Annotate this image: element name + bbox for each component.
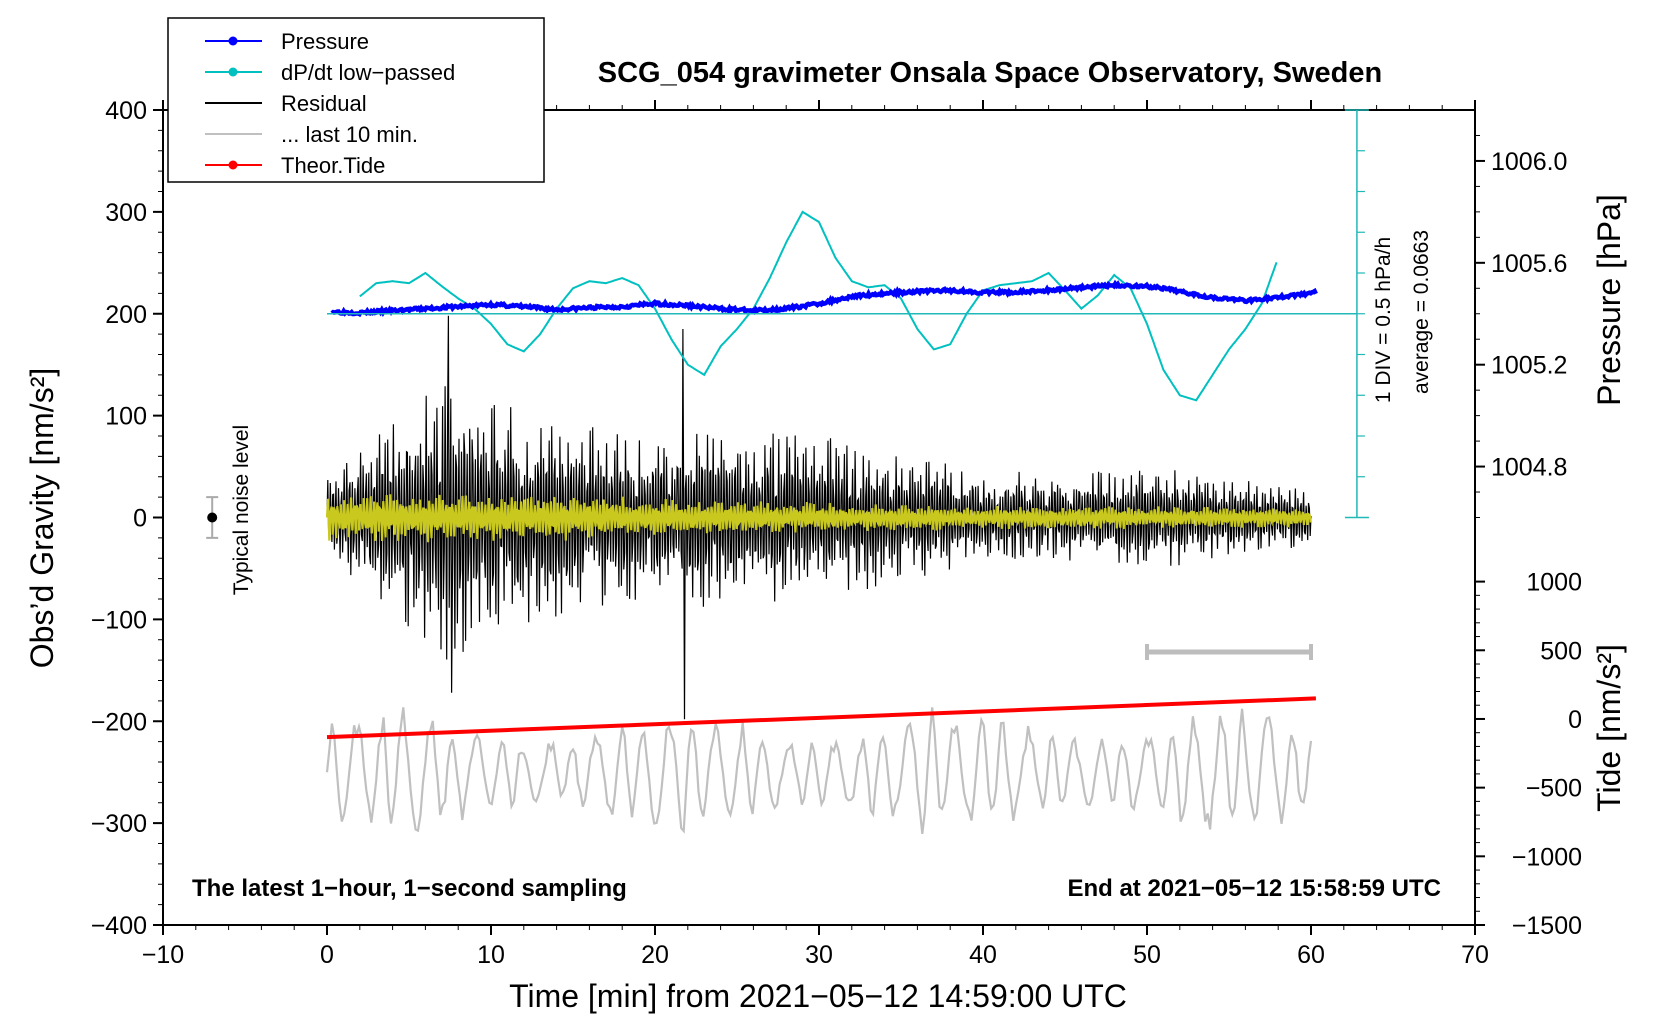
y-tick-label: 0 [133, 505, 147, 533]
last-10-min-line [325, 707, 1313, 835]
legend-box [167, 17, 545, 183]
pressure-tick-label: 1006.0 [1491, 148, 1567, 176]
tide-tick-label: −1000 [1512, 843, 1582, 871]
y-tick-label: 100 [105, 403, 147, 431]
legend: Pressure dP/dt low−passed Residual ... last… [167, 17, 545, 183]
legend-marker [228, 67, 238, 77]
x-tick-label: 60 [1297, 941, 1325, 969]
y-tick-label: −300 [91, 810, 147, 838]
legend-label: Pressure [281, 29, 369, 54]
footer-right-label: End at 2021−05−12 15:58:59 UTC [1067, 875, 1441, 902]
noise-level-indicator [206, 496, 219, 539]
legend-label: dP/dt low−passed [281, 60, 455, 85]
average-label: average = 0.0663 [1410, 230, 1433, 394]
x-tick-label: 70 [1461, 941, 1489, 969]
x-tick-label: 40 [969, 941, 997, 969]
legend-marker [228, 160, 238, 170]
theor-tide-line [326, 696, 1316, 740]
y-axis-title-left: Obs’d Gravity [nm/s²] [24, 368, 60, 669]
legend-marker [228, 36, 238, 46]
tide-tick-label: −1500 [1512, 912, 1582, 940]
x-axis-ticks: −10 0 10 20 30 40 50 60 70 [142, 100, 1489, 969]
y-axis-title-tide: Tide [nm/s²] [1591, 644, 1627, 812]
pressure-line [330, 279, 1318, 318]
x-tick-label: 10 [477, 941, 505, 969]
pressure-scale-ruler [327, 109, 1369, 660]
y-tick-label: −100 [91, 606, 147, 634]
y-tick-label: −200 [91, 708, 147, 736]
legend-label: Residual [281, 91, 367, 116]
x-tick-label: 20 [641, 941, 669, 969]
footer-left-label: The latest 1−hour, 1−second sampling [192, 875, 627, 902]
x-tick-label: −10 [142, 941, 184, 969]
tide-axis-ticks: −1500 −1000 −500 0 500 1000 [1475, 569, 1582, 940]
pressure-tick-label: 1004.8 [1491, 454, 1567, 482]
y-tick-label: 400 [105, 97, 147, 125]
x-tick-label: 0 [320, 941, 334, 969]
y-tick-label: −400 [91, 912, 147, 940]
pressure-axis-ticks: 1004.8 1005.2 1005.6 1006.0 [1475, 134, 1567, 518]
x-axis-title: Time [min] from 2021−05−12 14:59:00 UTC [509, 978, 1127, 1014]
legend-label: ... last 10 min. [281, 122, 418, 147]
x-tick-label: 30 [805, 941, 833, 969]
tide-tick-label: 500 [1540, 637, 1582, 665]
residual-lowpass-line [325, 494, 1312, 543]
tide-tick-label: 1000 [1526, 569, 1582, 597]
pressure-tick-label: 1005.2 [1491, 352, 1567, 380]
pressure-scale-label: 1 DIV = 0.5 hPa/h [1372, 237, 1395, 403]
tide-tick-label: −500 [1526, 775, 1582, 803]
noise-point [207, 512, 218, 523]
pressure-tick-label: 1005.6 [1491, 250, 1567, 278]
y-tick-label: 300 [105, 199, 147, 227]
tide-tick-label: 0 [1568, 706, 1582, 734]
legend-label: Theor.Tide [281, 153, 385, 178]
y-tick-label: 200 [105, 301, 147, 329]
chart-title: SCG_054 gravimeter Onsala Space Observat… [598, 57, 1382, 89]
x-tick-label: 50 [1133, 941, 1161, 969]
y-axis-ticks-left: −400 −300 −200 −100 0 100 200 300 400 [91, 97, 163, 940]
series-layer [325, 210, 1318, 835]
dpdt-line [359, 210, 1278, 402]
y-axis-title-pressure: Pressure [hPa] [1591, 194, 1627, 406]
noise-level-label: Typical noise level [230, 425, 253, 595]
